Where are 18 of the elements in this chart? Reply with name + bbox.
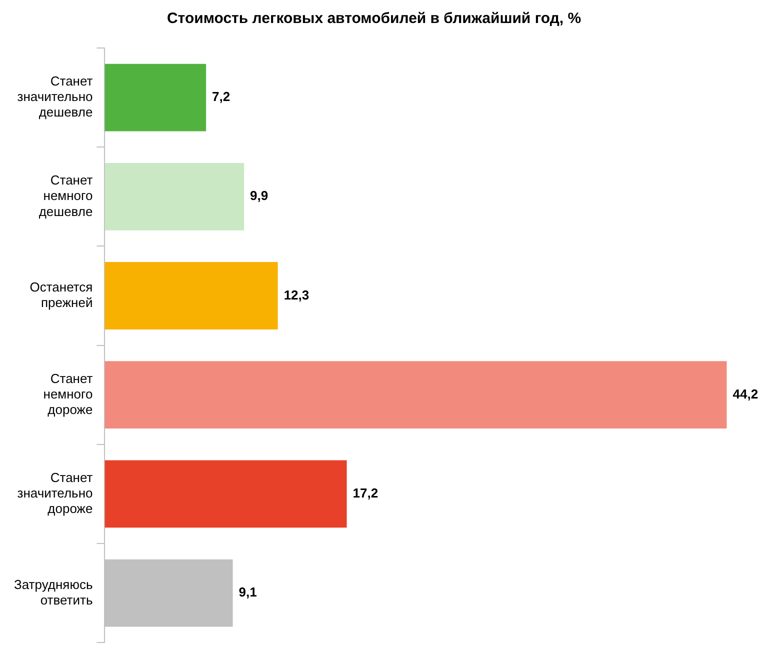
data-label: 9,9 — [250, 188, 268, 204]
data-label: 12,3 — [284, 287, 310, 302]
y-tick-label: Станет значительно дешевле — [17, 74, 93, 120]
bar — [104, 262, 278, 330]
data-label: 44,2 — [732, 386, 758, 402]
data-label: 9,1 — [238, 584, 257, 600]
y-tick-label: Затрудняюсь ответить — [14, 576, 93, 608]
y-tick-label: Останется прежней — [30, 280, 93, 310]
bar — [104, 162, 244, 230]
y-tick-label: Станет немного дороже — [43, 370, 93, 418]
bar — [104, 64, 206, 132]
y-tick-label: Станет немного дешевле — [38, 172, 93, 219]
data-label: 17,2 — [352, 486, 378, 501]
bar — [104, 361, 727, 429]
data-label: 7,2 — [212, 89, 230, 104]
bar — [104, 460, 347, 528]
chart-title: Стоимость легковых автомобилей в ближайший год, % — [166, 10, 582, 28]
y-tick-label: Станет значительно дороже — [17, 470, 93, 516]
